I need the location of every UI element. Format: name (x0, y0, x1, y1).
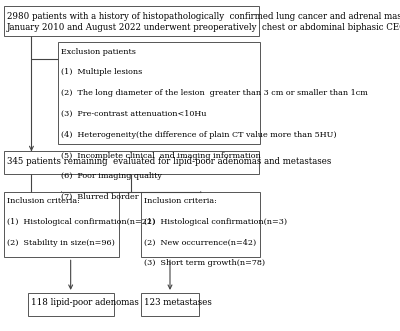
FancyBboxPatch shape (28, 293, 114, 316)
Text: 345 patients remaining  evaluated for lipid-poor adenomas and metastases: 345 patients remaining evaluated for lip… (7, 157, 332, 166)
Text: 2980 patients with a history of histopathologically  confirmed lung cancer and a: 2980 patients with a history of histopat… (7, 12, 400, 32)
FancyBboxPatch shape (4, 192, 119, 258)
FancyBboxPatch shape (141, 192, 260, 258)
FancyBboxPatch shape (58, 42, 260, 144)
FancyBboxPatch shape (141, 293, 199, 316)
FancyBboxPatch shape (4, 151, 259, 174)
Text: 118 lipid-poor adenomas: 118 lipid-poor adenomas (31, 298, 138, 307)
Text: Inclusion criteria:

(1)  Histological confirmation(n=3)

(2)  New occurrence(n=: Inclusion criteria: (1) Histological con… (144, 197, 288, 267)
Text: 123 metastases: 123 metastases (144, 298, 212, 307)
Text: Inclusion criteria:

(1)  Histological confirmation(n=22)

(2)  Stability in siz: Inclusion criteria: (1) Histological con… (7, 197, 155, 247)
FancyBboxPatch shape (4, 6, 259, 36)
Text: Exclusion patients

(1)  Multiple lesions

(2)  The long diameter of the lesion : Exclusion patients (1) Multiple lesions … (61, 48, 368, 201)
